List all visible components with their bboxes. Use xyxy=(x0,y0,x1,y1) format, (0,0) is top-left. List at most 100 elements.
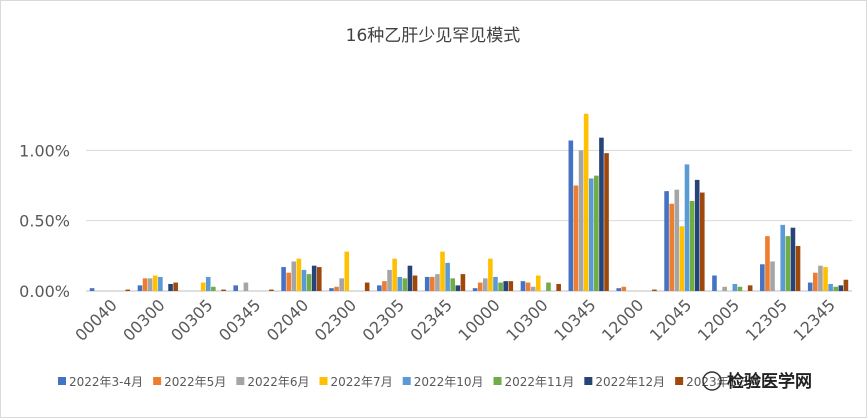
bar xyxy=(440,251,445,291)
bar xyxy=(200,282,206,291)
bar xyxy=(205,276,211,291)
bars xyxy=(89,113,849,291)
legend-swatch xyxy=(153,377,162,385)
bar xyxy=(477,282,483,291)
bar xyxy=(604,153,609,291)
bar xyxy=(737,286,743,291)
legend-label: 2022年12月 xyxy=(595,375,665,389)
bar xyxy=(525,282,531,291)
bar xyxy=(813,272,818,291)
bar xyxy=(243,282,249,291)
bar xyxy=(301,269,307,291)
bar xyxy=(339,278,344,291)
bar xyxy=(669,203,674,291)
bar xyxy=(142,278,148,291)
bar xyxy=(722,286,727,291)
legend-swatch xyxy=(236,377,245,385)
bar xyxy=(286,272,291,291)
bar xyxy=(621,286,627,291)
y-axis-ticks: 0.00% 0.50% 1.00% xyxy=(19,141,70,301)
bar xyxy=(450,278,456,291)
wechat-icon xyxy=(702,371,722,391)
bar xyxy=(397,276,403,291)
bar xyxy=(684,164,690,291)
legend-label: 2022年11月 xyxy=(505,375,575,389)
bar xyxy=(790,227,796,291)
bar xyxy=(306,274,312,291)
bar xyxy=(152,275,158,291)
bar xyxy=(652,289,657,291)
bar xyxy=(679,226,685,291)
legend-label: 2022年5月 xyxy=(164,375,226,389)
bar xyxy=(424,276,430,291)
bar xyxy=(785,236,791,291)
bar xyxy=(407,265,413,291)
bar xyxy=(291,261,297,291)
bar xyxy=(732,283,738,291)
y-tick-label: 0.50% xyxy=(19,212,70,231)
bar xyxy=(818,265,823,291)
bar xyxy=(493,276,498,291)
bar xyxy=(503,281,508,291)
bar xyxy=(498,282,503,291)
bar xyxy=(843,279,849,291)
bar xyxy=(828,283,833,291)
bar xyxy=(392,258,397,291)
bar xyxy=(520,281,526,291)
bar xyxy=(488,258,493,291)
bar xyxy=(387,269,392,291)
bar xyxy=(765,236,770,291)
bar xyxy=(780,224,786,291)
legend-swatch xyxy=(58,377,66,385)
bar xyxy=(616,288,622,291)
bar xyxy=(795,245,801,291)
legend: 2022年3-4月 2022年5月 2022年6月 2022年7月 2022年10月 20… xyxy=(58,375,760,389)
bar xyxy=(747,285,753,291)
watermark: 检验医学网 xyxy=(702,371,812,392)
bar xyxy=(412,275,418,291)
bar xyxy=(568,140,574,291)
legend-label: 2022年3-4月 xyxy=(69,375,143,389)
legend-label: 2022年10月 xyxy=(414,375,484,389)
bar xyxy=(147,278,153,291)
bar xyxy=(594,175,599,291)
bar xyxy=(211,286,216,291)
watermark-text: 检验医学网 xyxy=(727,371,812,392)
bar xyxy=(556,283,561,291)
bar xyxy=(158,276,163,291)
bar xyxy=(689,200,695,291)
y-tick-label: 1.00% xyxy=(19,141,70,160)
y-tick-label: 0.00% xyxy=(19,282,70,301)
bar xyxy=(329,288,334,291)
bar xyxy=(583,113,589,291)
bar xyxy=(173,282,178,291)
bar xyxy=(168,283,173,291)
bar xyxy=(674,189,680,291)
legend-swatch xyxy=(402,377,411,385)
bar xyxy=(89,288,95,291)
chart-title: 16种乙肝少见罕见模式 xyxy=(346,26,521,46)
bar xyxy=(269,289,274,291)
bar xyxy=(430,276,435,291)
legend-swatch xyxy=(493,377,502,385)
legend-label: 2022年7月 xyxy=(331,375,393,389)
bar xyxy=(296,258,302,291)
bar xyxy=(712,275,717,291)
legend-label: 2022年6月 xyxy=(247,375,309,389)
bar xyxy=(530,286,536,291)
legend-swatch xyxy=(319,377,328,385)
bar xyxy=(472,288,478,291)
bar xyxy=(760,264,765,291)
bar xyxy=(508,281,514,291)
bar xyxy=(377,285,382,291)
bar xyxy=(316,267,322,291)
bar xyxy=(833,286,839,291)
bar xyxy=(588,178,594,291)
bar xyxy=(823,267,828,291)
bar xyxy=(807,282,813,291)
legend-swatch xyxy=(584,377,593,385)
bar xyxy=(445,262,450,291)
bar xyxy=(281,267,286,291)
